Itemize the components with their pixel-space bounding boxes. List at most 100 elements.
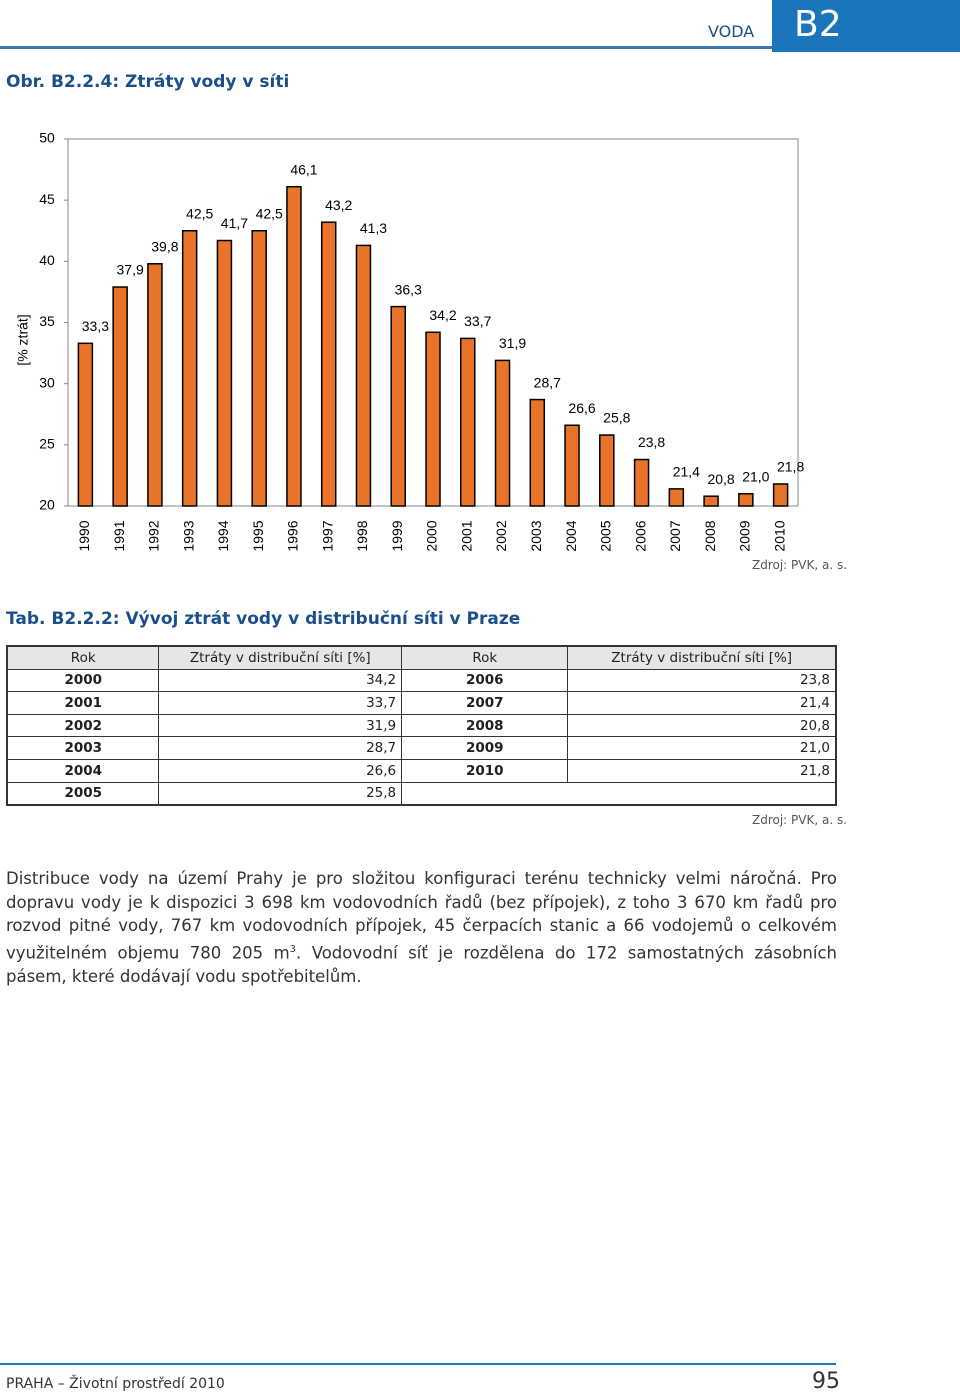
header-row: Rok Ztráty v distribuční síti [%] Rok Ztrát…: [6, 645, 837, 670]
x-tick-label: 2005: [598, 520, 614, 551]
table-cell: 2008: [401, 713, 569, 738]
header-cell: Rok: [401, 645, 569, 670]
bar: [251, 230, 267, 507]
bar: [668, 488, 685, 507]
value-label: 21,4: [673, 464, 700, 480]
header-code: B2: [794, 4, 842, 45]
table-cell: 20,8: [567, 713, 837, 738]
bar: [460, 337, 476, 507]
x-tick-label: 1996: [285, 520, 301, 551]
bar: [564, 424, 580, 507]
paragraph-text: Distribuce vody na území Prahy je pro sl…: [6, 869, 837, 962]
table-cell: 2009: [401, 736, 569, 760]
value-label: 31,9: [499, 335, 526, 351]
x-tick-label: 2001: [458, 520, 474, 551]
table-cell: 23,8: [567, 668, 837, 693]
x-tick-label: 1994: [215, 520, 231, 551]
table-cell: 2005: [6, 781, 160, 806]
x-tick-label: 1993: [180, 520, 196, 551]
x-tick-label: 1991: [111, 520, 127, 551]
table-cell: 26,6: [158, 758, 403, 783]
value-label: 43,2: [325, 197, 352, 213]
table-cell: 28,7: [158, 736, 403, 760]
x-tick-label: 2007: [667, 520, 683, 551]
chart: [% ztrát] 20 25 30 35 40 45 50 1990 33,3 1991 37,9…: [15, 130, 805, 552]
y-tick-label: 50: [39, 130, 55, 146]
header-rule: [0, 46, 960, 49]
table-cell: 2001: [6, 691, 160, 715]
value-label: 46,1: [290, 161, 317, 177]
bar: [77, 342, 94, 507]
table-cell: 2004: [6, 758, 160, 783]
paragraph-text: . Vodovodní síť je rozdělena do 172 samo…: [6, 943, 837, 986]
table-row: 2002 31,9 2008 20,8: [6, 713, 837, 738]
table-row: 2003 28,7 2009 21,0: [6, 736, 837, 760]
table-cell: 21,4: [567, 691, 837, 715]
x-tick-label: 2000: [424, 520, 440, 551]
table-source: Zdroj: PVK, a. s.: [752, 813, 848, 827]
table-cell: 34,2: [158, 668, 403, 693]
table-row: 2005 25,8: [6, 781, 836, 806]
bar: [286, 185, 302, 507]
value-label: 33,3: [82, 318, 109, 334]
paragraph: Distribuce vody na území Prahy je pro sl…: [6, 867, 837, 988]
table-cell: 25,8: [158, 781, 403, 806]
y-tick-label: 40: [39, 252, 55, 268]
footer-rule: [0, 1363, 836, 1365]
x-tick-label: 1998: [354, 520, 370, 551]
value-label: 33,7: [464, 313, 491, 329]
y-tick-label: 20: [39, 497, 55, 513]
value-label: 37,9: [117, 262, 144, 278]
x-tick-label: 2003: [528, 520, 544, 551]
footer-text: PRAHA – Životní prostředí 2010: [6, 1376, 225, 1392]
x-tick-label: 2006: [632, 520, 648, 551]
header-section: VODA: [708, 22, 755, 41]
header-cell: Ztráty v distribuční síti [%]: [567, 645, 837, 670]
bar: [425, 331, 441, 507]
x-tick-label: 2009: [737, 520, 753, 551]
x-tick-label: 2010: [771, 520, 787, 551]
y-tick-label: 30: [39, 374, 55, 390]
value-label: 41,3: [360, 220, 387, 236]
table-cell: 33,7: [158, 691, 403, 715]
bar: [355, 244, 372, 507]
value-label: 41,7: [221, 215, 248, 231]
table-cell: [568, 782, 836, 805]
figure-title: Obr. B2.2.4: Ztráty vody v síti: [6, 72, 290, 92]
bar: [772, 483, 789, 507]
table-cell: 21,0: [567, 736, 837, 760]
page-number: 95: [812, 1369, 840, 1394]
table-cell: 2007: [401, 691, 569, 715]
chart-source: Zdroj: PVK, a. s.: [752, 558, 848, 572]
y-tick-label: 45: [39, 191, 55, 207]
table-cell: 2000: [6, 668, 160, 693]
table-cell: 2003: [6, 736, 160, 760]
x-tick-label: 1999: [389, 520, 405, 551]
x-tick-label: 2002: [493, 520, 509, 551]
bar: [703, 495, 719, 507]
y-tick-label: 25: [39, 436, 55, 452]
superscript: 3: [289, 943, 297, 955]
x-tick-label: 1995: [250, 520, 266, 551]
bar: [216, 239, 233, 507]
value-label: 25,8: [603, 410, 630, 426]
table: Rok Ztráty v distribuční síti [%] Rok Ztrát…: [6, 645, 837, 807]
bar: [147, 263, 163, 507]
bar: [633, 458, 650, 507]
x-tick-label: 2004: [563, 520, 579, 551]
bar: [390, 305, 406, 507]
value-label: 21,8: [777, 459, 804, 475]
bar: [494, 359, 511, 507]
value-label: 21,0: [742, 468, 769, 484]
value-label: 42,5: [256, 205, 283, 221]
value-label: 23,8: [638, 434, 665, 450]
bar: [112, 286, 128, 507]
table-cell: 2006: [401, 668, 569, 693]
x-tick-label: 1992: [146, 520, 162, 551]
value-label: 20,8: [707, 471, 734, 487]
table-row: 2001 33,7 2007 21,4: [6, 691, 837, 715]
value-label: 39,8: [151, 238, 178, 254]
table-cell: 2002: [6, 713, 160, 738]
value-label: 28,7: [534, 374, 561, 390]
bar: [529, 398, 546, 507]
